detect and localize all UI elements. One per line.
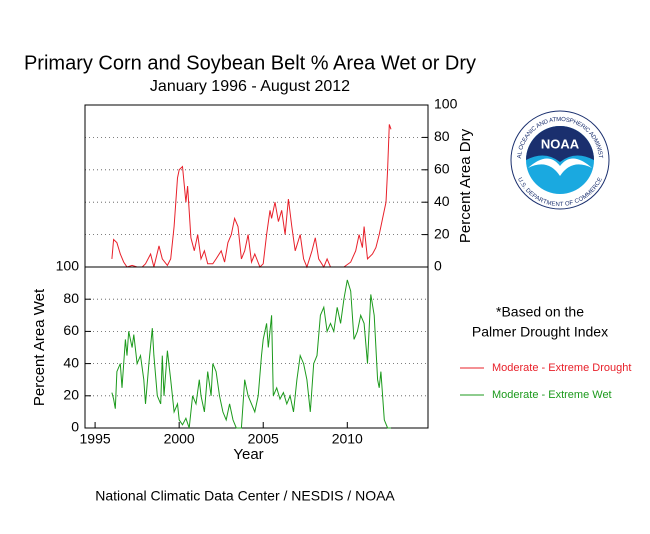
x-tick-label: 2005 bbox=[248, 431, 279, 447]
y-tick-label: 40 bbox=[434, 193, 450, 209]
y-tick-label: 0 bbox=[434, 258, 442, 274]
annotation: *Based on the bbox=[496, 304, 584, 320]
logo-gull bbox=[528, 158, 592, 176]
logo-top bbox=[526, 126, 594, 162]
y-axis-label: Percent Area Dry bbox=[457, 128, 474, 243]
y-tick-label: 20 bbox=[434, 225, 450, 241]
y-tick-label: 100 bbox=[56, 258, 80, 274]
y-tick-label: 80 bbox=[434, 128, 450, 144]
series-line bbox=[111, 279, 391, 429]
chart-subtitle: January 1996 - August 2012 bbox=[150, 78, 350, 95]
y-tick-label: 100 bbox=[434, 96, 458, 112]
x-tick-label: 2010 bbox=[332, 431, 363, 447]
source: National Climatic Data Center / NESDIS /… bbox=[95, 488, 395, 504]
plot-frame bbox=[84, 266, 429, 429]
plot-frame bbox=[84, 104, 429, 268]
legend-label: Moderate - Extreme Drought bbox=[492, 362, 631, 374]
x-axis-label: Year bbox=[233, 446, 263, 463]
legend-label: Moderate - Extreme Wet bbox=[492, 389, 612, 401]
y-tick-label: 40 bbox=[63, 354, 79, 370]
x-tick-label: 2000 bbox=[164, 431, 195, 447]
y-tick-label: 80 bbox=[63, 290, 79, 306]
x-tick-label: 1995 bbox=[80, 431, 111, 447]
logo-name: NOAA bbox=[541, 136, 580, 151]
annotation: Palmer Drought Index bbox=[472, 324, 608, 340]
y-tick-label: 0 bbox=[71, 419, 79, 435]
series-line bbox=[111, 124, 392, 269]
y-tick-label: 60 bbox=[63, 322, 79, 338]
y-axis-label: Percent Area Wet bbox=[31, 288, 48, 406]
chart-title: Primary Corn and Soybean Belt % Area Wet… bbox=[24, 52, 476, 74]
y-tick-label: 60 bbox=[434, 161, 450, 177]
y-tick-label: 20 bbox=[63, 387, 79, 403]
